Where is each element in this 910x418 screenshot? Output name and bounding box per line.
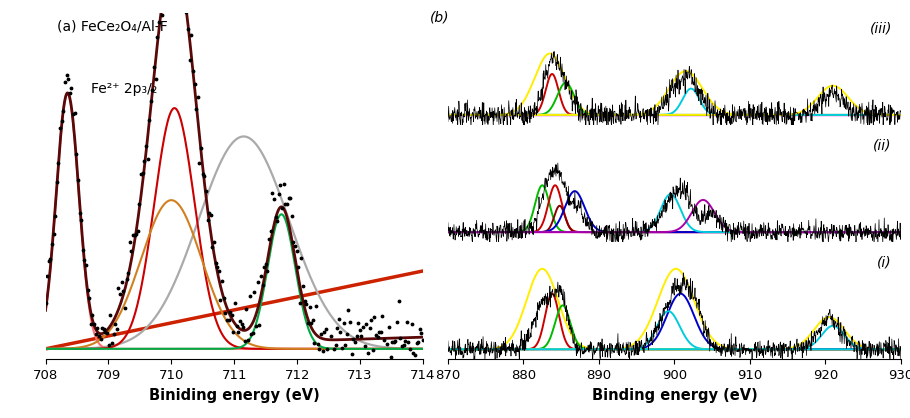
Text: (b): (b) xyxy=(430,10,450,24)
X-axis label: Biniding energy (eV): Biniding energy (eV) xyxy=(149,388,319,403)
Text: Fe²⁺ 2p₃/₂: Fe²⁺ 2p₃/₂ xyxy=(91,82,157,96)
Text: (iii): (iii) xyxy=(869,22,892,36)
Text: (ii): (ii) xyxy=(874,139,892,153)
Text: (a) FeCe₂O₄/Al-F: (a) FeCe₂O₄/Al-F xyxy=(56,20,167,33)
X-axis label: Binding energy (eV): Binding energy (eV) xyxy=(592,388,757,403)
Text: (i): (i) xyxy=(877,256,892,270)
